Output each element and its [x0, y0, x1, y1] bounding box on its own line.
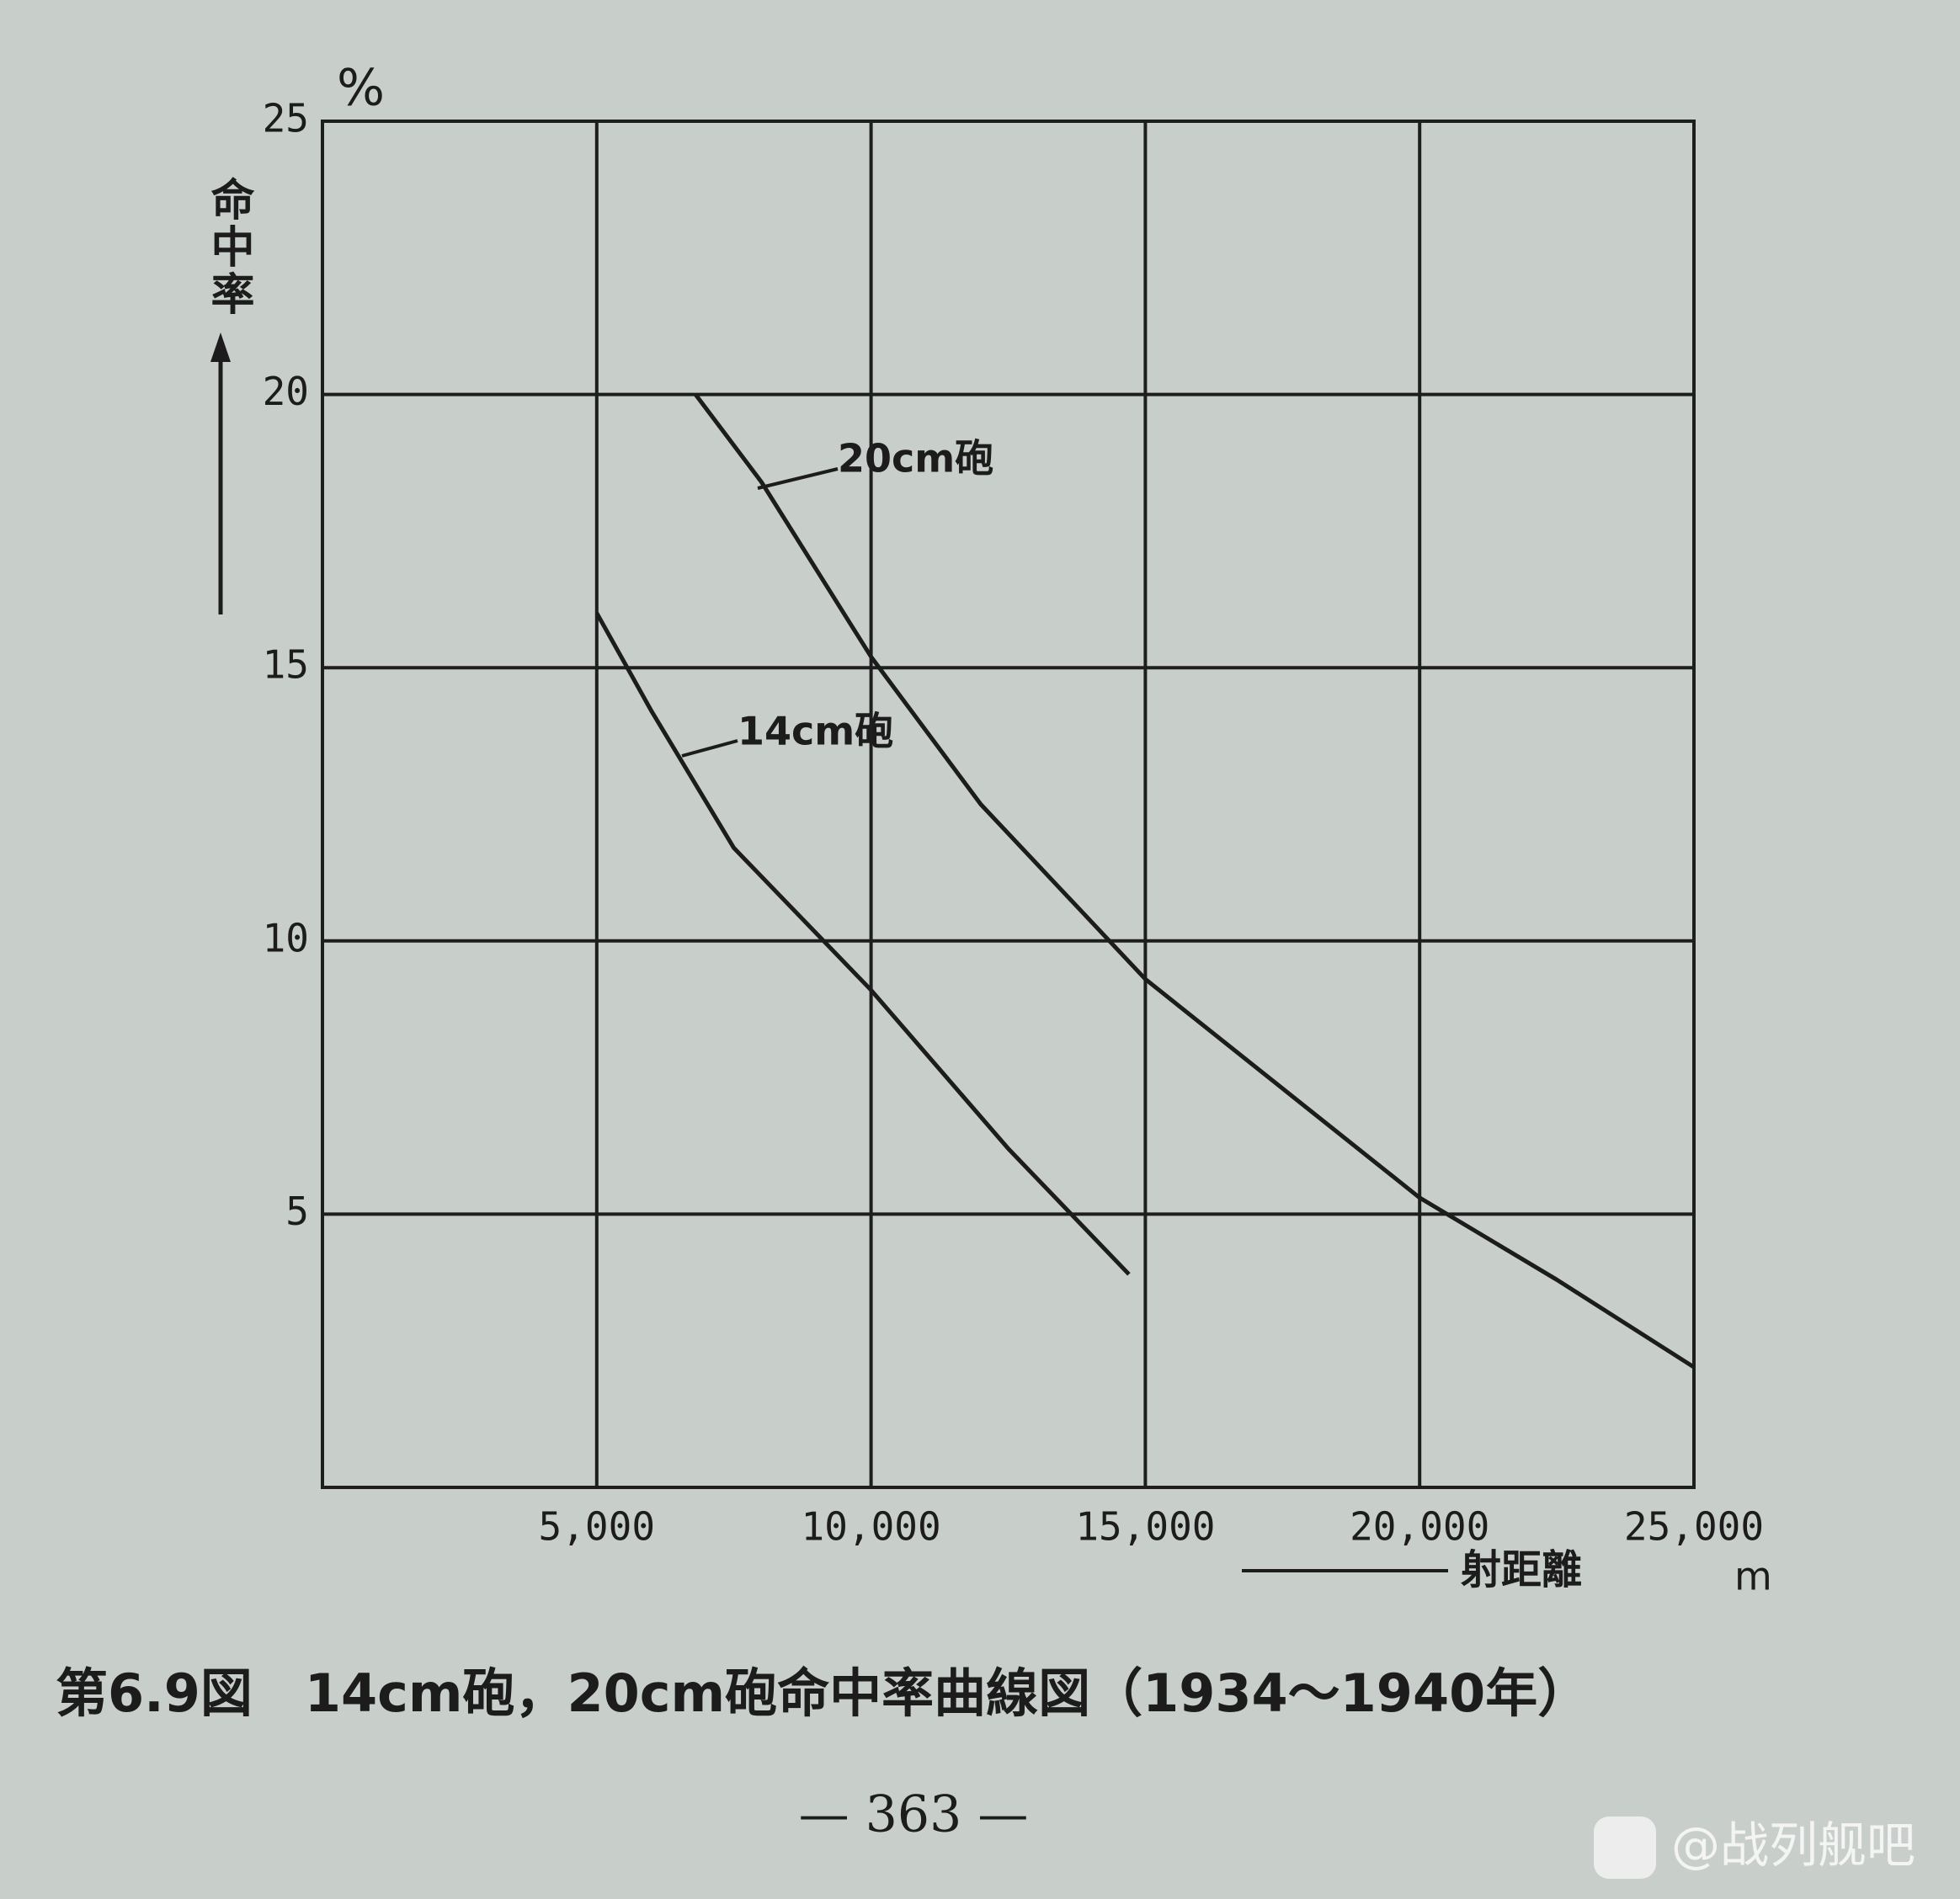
watermark: @战列舰吧 [1671, 1817, 1915, 1874]
x-axis-label: 射距離 [1461, 1546, 1582, 1593]
x-tick-label: 5,000 [539, 1504, 655, 1550]
page-number: — 363 — [799, 1785, 1029, 1844]
x-tick-label: 20,000 [1350, 1504, 1489, 1550]
curve [694, 393, 1696, 1370]
y-arrow-head [210, 332, 231, 362]
y-tick-label: 20 [263, 369, 309, 414]
y-tick-label: 10 [263, 915, 309, 960]
y-unit: % [337, 59, 385, 118]
x-tick-label: 15,000 [1075, 1504, 1215, 1550]
watermark-icon [1594, 1817, 1656, 1879]
x-unit: m [1734, 1554, 1772, 1599]
y-tick-label: 15 [263, 642, 309, 688]
x-tick-label: 25,000 [1624, 1504, 1764, 1550]
series-label: 14cm砲 [738, 709, 893, 754]
y-axis-label: 命中率 [203, 176, 254, 318]
y-tick-label: 25 [263, 96, 309, 141]
plot-frame [321, 120, 1696, 1489]
curve [594, 612, 1131, 1276]
series-label: 20cm砲 [838, 436, 993, 481]
leader-line [757, 467, 839, 490]
y-tick-label: 5 [285, 1189, 309, 1234]
caption: 第6.9図 14cm砲，20cm砲命中率曲線図（1934～1940年） [56, 1662, 1590, 1724]
x-tick-label: 10,000 [802, 1504, 941, 1550]
leader-line [681, 739, 738, 758]
